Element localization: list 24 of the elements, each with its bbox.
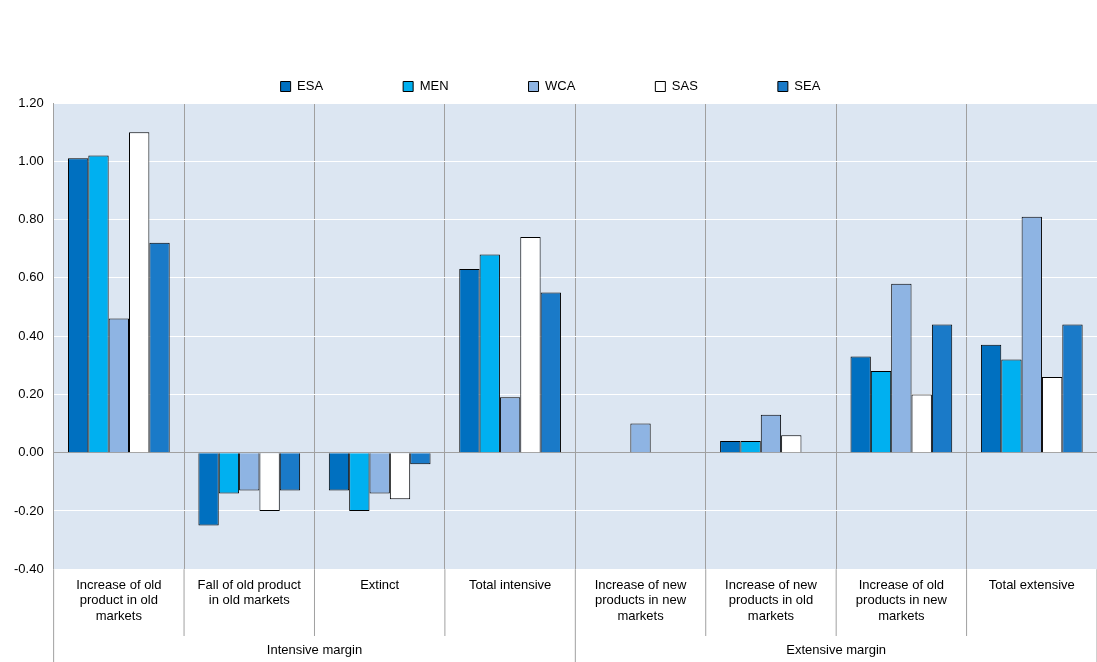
x-tick-label: Extinct (360, 576, 400, 592)
y-tick-label: 0.60 (18, 269, 44, 285)
x-tick-label: Increase of old products in new markets (855, 576, 948, 623)
legend-label: SEA (794, 78, 821, 94)
y-tick-label: 0.40 (18, 327, 44, 343)
y-tick-label: 1.00 (18, 152, 44, 168)
text: Extensive margin (786, 641, 887, 657)
x-tick-label: Total intensive (468, 576, 552, 592)
y-tick-label: -0.20 (13, 502, 44, 518)
text: Intensive margin (266, 641, 363, 657)
y-tick-label: 0.00 (18, 444, 44, 460)
x-tick-label: Increase of new products in new markets (594, 576, 688, 623)
y-tick-label: 0.20 (18, 385, 44, 401)
y-tick-label: 0.80 (18, 211, 44, 227)
x-tick-label: Increase of new products in old markets (725, 576, 818, 623)
legend-label: ESA (297, 78, 324, 94)
legend-label: SAS (671, 78, 699, 94)
x-tick-label: Total extensive (988, 576, 1075, 592)
legend-label: MEN (419, 78, 449, 94)
y-tick-label: 1.20 (18, 94, 44, 110)
x-tick-label: Fall of old product in old markets (197, 576, 302, 608)
legend-label: WCA (545, 78, 576, 94)
y-tick-label: -0.40 (13, 560, 44, 576)
x-tick-label: Increase of old product in old markets (76, 576, 162, 623)
